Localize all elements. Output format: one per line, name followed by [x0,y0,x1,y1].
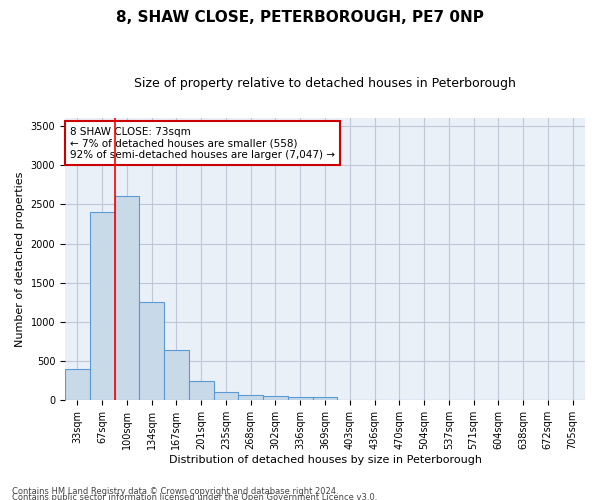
Bar [214,392,238,400]
Bar [115,196,139,400]
Bar [189,380,214,400]
Bar [65,369,90,400]
Title: Size of property relative to detached houses in Peterborough: Size of property relative to detached ho… [134,78,516,90]
Bar [238,396,263,400]
Bar [90,212,115,400]
Text: Contains public sector information licensed under the Open Government Licence v3: Contains public sector information licen… [12,492,377,500]
Bar [288,397,313,400]
Bar [263,396,288,400]
Bar [164,350,189,401]
Text: 8, SHAW CLOSE, PETERBOROUGH, PE7 0NP: 8, SHAW CLOSE, PETERBOROUGH, PE7 0NP [116,10,484,25]
Text: Contains HM Land Registry data © Crown copyright and database right 2024.: Contains HM Land Registry data © Crown c… [12,486,338,496]
Y-axis label: Number of detached properties: Number of detached properties [15,172,25,347]
Bar [313,397,337,400]
Text: 8 SHAW CLOSE: 73sqm
← 7% of detached houses are smaller (558)
92% of semi-detach: 8 SHAW CLOSE: 73sqm ← 7% of detached hou… [70,126,335,160]
X-axis label: Distribution of detached houses by size in Peterborough: Distribution of detached houses by size … [169,455,482,465]
Bar [139,302,164,400]
